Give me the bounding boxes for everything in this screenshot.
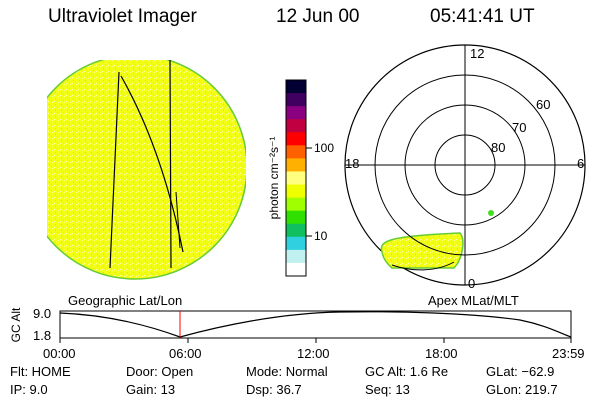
colorbar-band xyxy=(286,223,306,238)
colorbar-band xyxy=(286,145,306,159)
colorbar-frame xyxy=(285,79,307,277)
date-label: 12 Jun 00 xyxy=(276,6,360,27)
orbit-track-line xyxy=(109,71,120,269)
gain-readout: Gain: 13 xyxy=(126,382,176,397)
colorbar-band xyxy=(286,80,306,94)
colorbar-band xyxy=(286,184,306,199)
y-tick-label: 1.8 xyxy=(33,328,52,343)
colorbar-band xyxy=(286,158,306,173)
earth-uv-image xyxy=(47,59,246,280)
x-tick-label: 18:00 xyxy=(425,346,458,361)
altitude-timeline: GC Alt xyxy=(9,307,572,343)
mlt-label-18: 18 xyxy=(345,156,359,171)
sequence-readout: Seq: 13 xyxy=(365,382,410,397)
mlt-label-0: 0 xyxy=(468,276,475,291)
colorbar-tick-label: 100 xyxy=(314,141,334,155)
flight-mode-readout: Flt: HOME xyxy=(10,364,71,379)
colorbar-band xyxy=(286,93,306,107)
colorbar xyxy=(286,80,306,277)
colorbar-tick-label: 10 xyxy=(314,229,328,243)
mlat-label-70: 70 xyxy=(512,120,526,135)
orbit-track-line xyxy=(120,75,184,253)
geo-latitude-readout: GLat: −62.9 xyxy=(486,364,555,379)
colorbar-band xyxy=(286,236,306,251)
mlt-label-6: 6 xyxy=(577,156,584,171)
dsp-readout: Dsp: 36.7 xyxy=(246,382,302,397)
colorbar-band xyxy=(286,119,306,133)
colorbar-band xyxy=(286,210,306,225)
mlat-label-80: 80 xyxy=(491,140,505,155)
geo-coords-label: Geographic Lat/Lon xyxy=(68,293,183,308)
mode-readout: Mode: Normal xyxy=(246,364,328,379)
door-status-readout: Door: Open xyxy=(126,364,194,379)
instrument-title: Ultraviolet Imager xyxy=(48,6,197,27)
orbit-track-line xyxy=(169,59,172,269)
orbit-track-line xyxy=(175,191,181,249)
colorbar-band xyxy=(286,171,306,186)
track-segment xyxy=(391,261,455,271)
timeline-frame xyxy=(59,310,572,339)
y-tick-label: 9.0 xyxy=(33,306,52,321)
ip-readout: IP: 9.0 xyxy=(10,382,48,397)
apex-coords-label: Apex MLat/MLT xyxy=(428,293,519,308)
colorbar-band xyxy=(286,106,306,120)
polar-plot: 12 18 6 0 60 70 80 xyxy=(344,44,586,291)
colorbar-band xyxy=(286,132,306,146)
satellite-footpoint-dot xyxy=(488,210,494,216)
colorbar-band xyxy=(286,262,306,277)
y-axis-title: GC Alt xyxy=(9,307,23,342)
colorbar-band xyxy=(286,197,306,212)
gc-altitude-readout: GC Alt: 1.6 Re xyxy=(365,364,449,379)
x-tick-label: 00:00 xyxy=(43,346,76,361)
auroral-oval-region xyxy=(380,232,464,269)
x-tick-label: 12:00 xyxy=(297,346,330,361)
geo-longitude-readout: GLon: 219.7 xyxy=(486,382,558,397)
mlt-label-12: 12 xyxy=(470,46,484,61)
mlat-label-60: 60 xyxy=(536,97,550,112)
x-tick-label: 06:00 xyxy=(169,346,202,361)
time-label: 05:41:41 UT xyxy=(430,6,535,27)
x-tick-label: 23:59 xyxy=(552,346,585,361)
altitude-curve xyxy=(59,311,572,338)
colorbar-band xyxy=(286,249,306,264)
colorbar-unit-label: photon cm⁻²s⁻¹ xyxy=(267,137,281,220)
